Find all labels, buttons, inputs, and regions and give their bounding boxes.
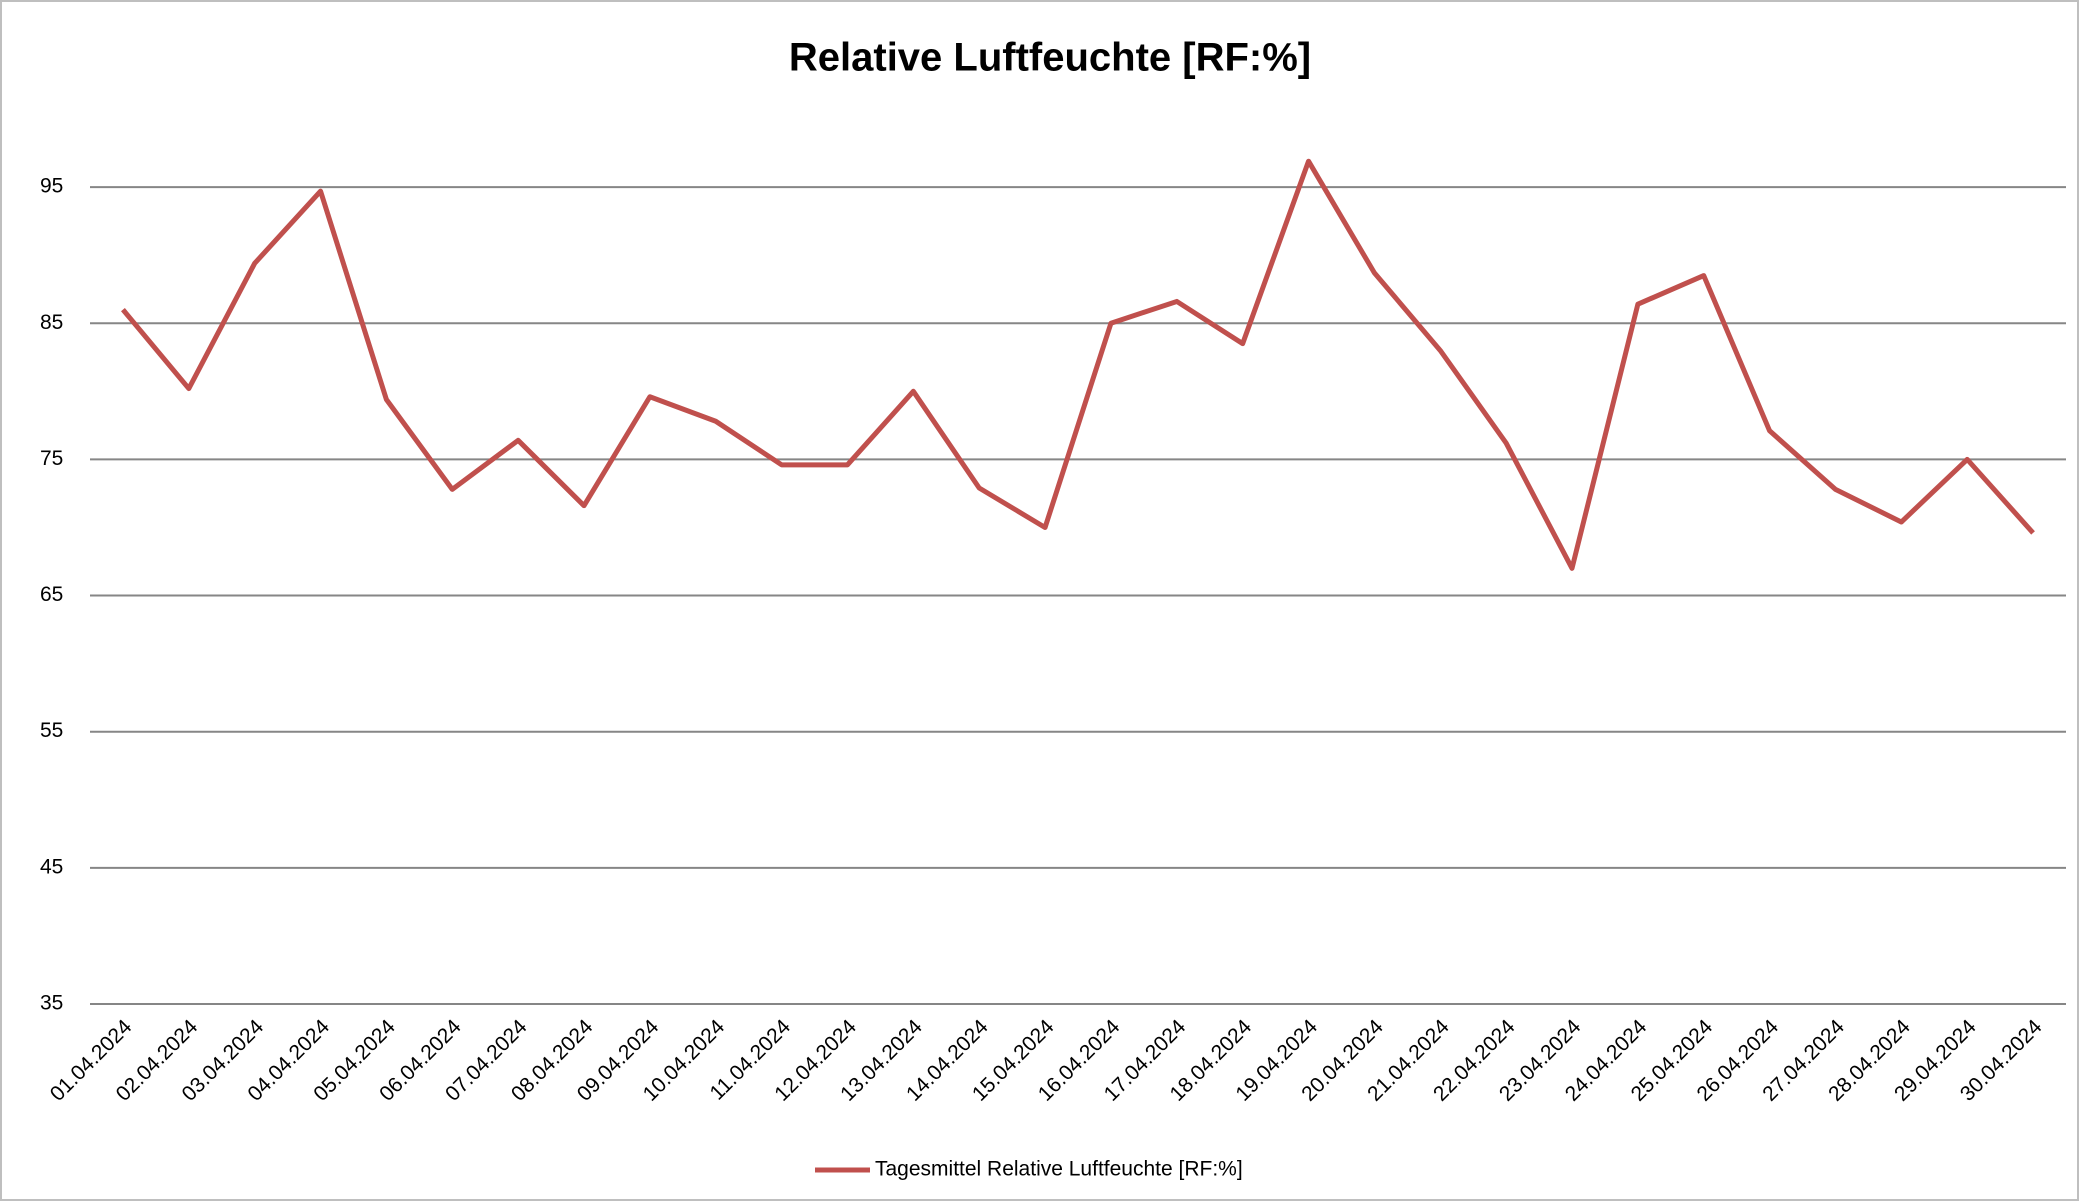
chart-title: Relative Luftfeuchte [RF:%] xyxy=(789,36,1311,80)
legend-label: Tagesmittel Relative Luftfeuchte [RF:%] xyxy=(875,1158,1243,1181)
y-tick-label: 55 xyxy=(40,719,63,742)
y-tick-label: 65 xyxy=(40,583,63,606)
y-tick-label: 75 xyxy=(40,447,63,470)
line-series xyxy=(121,158,2035,571)
y-tick-label: 35 xyxy=(40,992,63,1015)
y-tick-label: 45 xyxy=(40,855,63,878)
y-tick-label: 95 xyxy=(40,175,63,198)
y-tick-label: 85 xyxy=(40,311,63,334)
